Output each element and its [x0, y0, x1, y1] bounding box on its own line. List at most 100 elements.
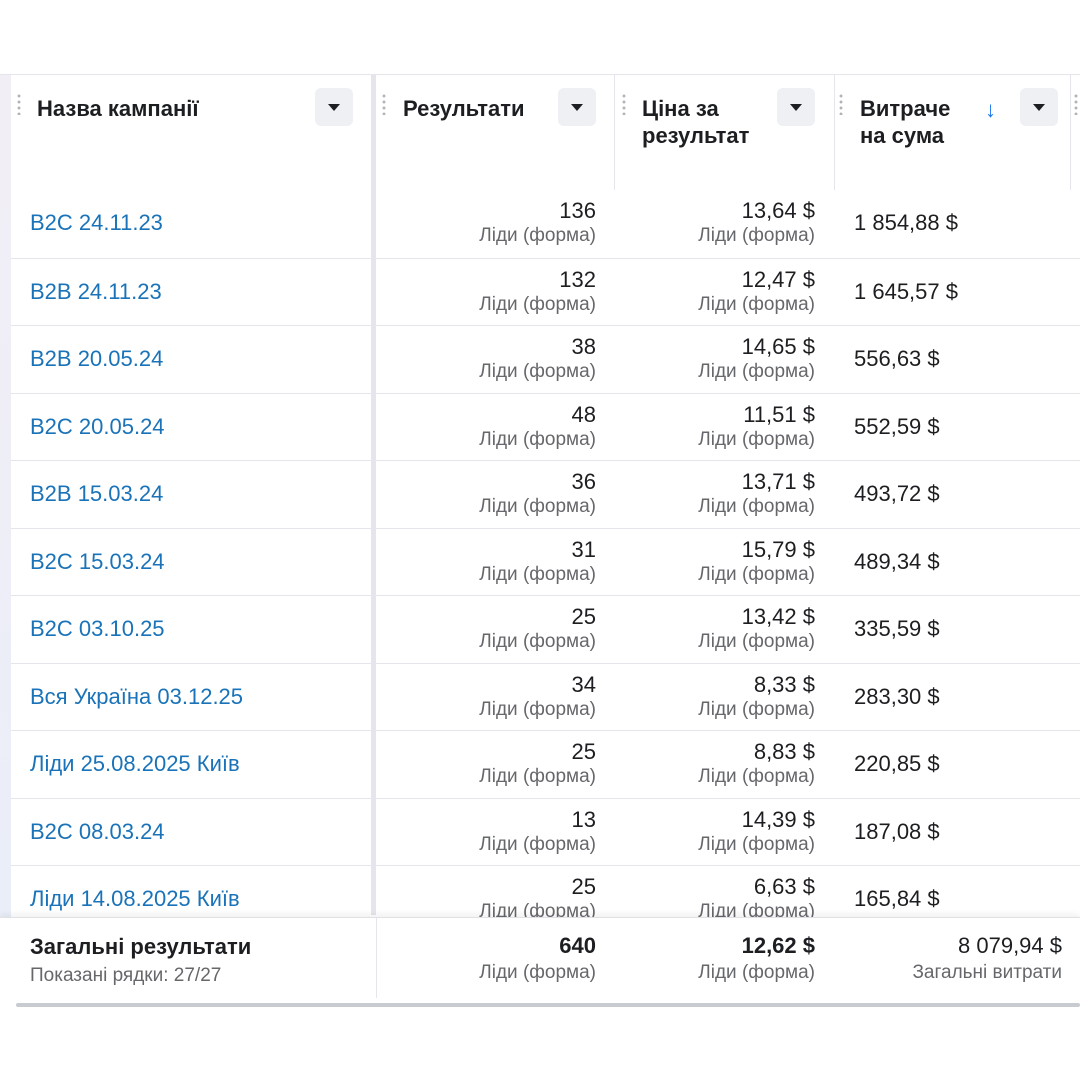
- cost-per-result-value: 6,63 $: [753, 874, 815, 899]
- total-cost-per-result-value: 12,62 $: [741, 933, 815, 958]
- cost-per-result-type: Ліди (форма): [698, 293, 815, 315]
- results-type: Ліди (форма): [479, 496, 596, 517]
- cost-per-result-cell: 13,71 $ Ліди (форма): [611, 469, 815, 519]
- header-divider: [1070, 75, 1071, 190]
- sort-dropdown-icon[interactable]: [315, 88, 353, 126]
- header-results[interactable]: Результати: [376, 75, 614, 190]
- column-drag-handle-icon[interactable]: [17, 93, 21, 115]
- results-value: 38: [571, 334, 596, 359]
- header-amount-spent-label: Витраче на сума: [860, 95, 950, 149]
- results-cell: 31 Ліди (форма): [391, 537, 596, 587]
- amount-spent-value: 165,84 $: [854, 886, 940, 911]
- results-cell: 48 Ліди (форма): [391, 402, 596, 452]
- campaign-name-link[interactable]: Ліди 25.08.2025 Київ: [30, 751, 240, 776]
- table-row[interactable]: B2B 20.05.24 38 Ліди (форма) 14,65 $ Лід…: [11, 325, 1080, 394]
- cost-per-result-value: 12,47 $: [741, 266, 815, 292]
- campaign-name-link[interactable]: Ліди 14.08.2025 Київ: [30, 886, 240, 911]
- results-value: 48: [571, 401, 596, 427]
- table-row[interactable]: Ліди 14.08.2025 Київ 25 Ліди (форма) 6,6…: [11, 865, 1080, 917]
- cost-per-result-value: 13,64 $: [741, 198, 815, 223]
- cost-per-result-value: 14,39 $: [741, 806, 815, 832]
- results-value: 25: [571, 604, 596, 629]
- cost-per-result-type: Ліди (форма): [698, 563, 815, 585]
- results-cell: 34 Ліди (форма): [391, 672, 596, 722]
- cost-per-result-type: Ліди (форма): [698, 766, 815, 787]
- table-body: B2C 24.11.23 136 Ліди (форма) 13,64 $ Лі…: [0, 190, 1080, 917]
- table-row[interactable]: B2C 15.03.24 31 Ліди (форма) 15,79 $ Лід…: [11, 527, 1080, 597]
- cost-per-result-value: 13,42 $: [741, 604, 815, 629]
- cost-per-result-type: Ліди (форма): [698, 631, 815, 652]
- totals-row: Загальні результати Показані рядки: 27/2…: [0, 917, 1080, 1007]
- header-cpr-line2: результат: [642, 123, 750, 148]
- cost-per-result-value: 14,65 $: [741, 334, 815, 359]
- cost-per-result-cell: 15,79 $ Ліди (форма): [611, 537, 815, 587]
- cost-per-result-value: 8,83 $: [753, 739, 815, 764]
- results-cell: 36 Ліди (форма): [391, 469, 596, 519]
- cost-per-result-value: 15,79 $: [741, 536, 815, 562]
- campaign-name-link[interactable]: B2C 03.10.25: [30, 616, 165, 641]
- table-row[interactable]: B2C 20.05.24 48 Ліди (форма) 11,51 $ Лід…: [11, 392, 1080, 462]
- campaign-name-link[interactable]: B2C 15.03.24: [30, 548, 165, 574]
- campaign-name-link[interactable]: B2B 24.11.23: [30, 278, 162, 304]
- table-row[interactable]: B2C 24.11.23 136 Ліди (форма) 13,64 $ Лі…: [11, 190, 1080, 258]
- cost-per-result-cell: 14,39 $ Ліди (форма): [611, 807, 815, 857]
- table-row[interactable]: B2B 24.11.23 132 Ліди (форма) 12,47 $ Лі…: [11, 257, 1080, 327]
- results-cell: 25 Ліди (форма): [391, 739, 596, 789]
- cost-per-result-type: Ліди (форма): [698, 698, 815, 720]
- column-drag-handle-icon[interactable]: [622, 93, 626, 115]
- column-drag-handle-icon[interactable]: [1074, 93, 1078, 115]
- sort-descending-arrow-icon[interactable]: ↓: [985, 97, 996, 122]
- table-row[interactable]: B2C 08.03.24 13 Ліди (форма) 14,39 $ Лід…: [11, 797, 1080, 867]
- results-type: Ліди (форма): [479, 901, 596, 917]
- amount-spent-value: 283,30 $: [854, 683, 940, 709]
- table-row[interactable]: B2C 03.10.25 25 Ліди (форма) 13,42 $ Лід…: [11, 595, 1080, 664]
- campaign-name-link[interactable]: B2C 24.11.23: [30, 210, 163, 235]
- results-value: 34: [571, 671, 596, 697]
- sort-dropdown-icon[interactable]: [558, 88, 596, 126]
- column-drag-handle-icon[interactable]: [839, 93, 843, 115]
- frozen-column-divider[interactable]: [371, 75, 376, 915]
- total-results-type: Ліди (форма): [479, 962, 596, 983]
- amount-spent-value: 556,63 $: [854, 346, 940, 371]
- header-cost-per-result[interactable]: Ціна за результат: [615, 75, 834, 190]
- results-cell: 38 Ліди (форма): [391, 334, 596, 384]
- results-type: Ліди (форма): [479, 631, 596, 652]
- campaign-name-link[interactable]: Вся Україна 03.12.25: [30, 683, 244, 709]
- campaign-name-link[interactable]: B2B 20.05.24: [30, 346, 164, 371]
- column-drag-handle-icon[interactable]: [382, 93, 386, 115]
- campaign-name-link[interactable]: B2C 08.03.24: [30, 818, 165, 844]
- header-campaign-name-label: Назва кампанії: [37, 96, 199, 121]
- results-value: 25: [571, 739, 596, 764]
- table-row[interactable]: Ліди 25.08.2025 Київ 25 Ліди (форма) 8,8…: [11, 730, 1080, 799]
- table-row[interactable]: Вся Україна 03.12.25 34 Ліди (форма) 8,3…: [11, 662, 1080, 732]
- total-results-cell: 640 Ліди (форма): [391, 932, 596, 986]
- amount-spent-value: 489,34 $: [854, 548, 940, 574]
- header-spend-line2: на сума: [860, 123, 945, 148]
- totals-title: Загальні результати: [30, 934, 252, 959]
- cost-per-result-type: Ліди (форма): [698, 428, 815, 450]
- results-type: Ліди (форма): [479, 698, 596, 720]
- cost-per-result-value: 11,51 $: [743, 401, 815, 427]
- sort-dropdown-icon[interactable]: [777, 88, 815, 126]
- header-campaign-name[interactable]: Назва кампанії: [11, 75, 371, 190]
- sort-dropdown-icon[interactable]: [1020, 88, 1058, 126]
- cost-per-result-cell: 11,51 $ Ліди (форма): [611, 402, 815, 452]
- results-type: Ліди (форма): [479, 293, 596, 315]
- total-spend-type: Загальні витрати: [912, 962, 1062, 983]
- campaign-name-link[interactable]: B2C 20.05.24: [30, 413, 165, 439]
- cost-per-result-cell: 8,83 $ Ліди (форма): [611, 739, 815, 789]
- cost-per-result-type: Ліди (форма): [698, 225, 815, 246]
- cost-per-result-value: 8,33 $: [753, 671, 815, 697]
- results-value: 25: [571, 874, 596, 899]
- amount-spent-value: 493,72 $: [854, 481, 940, 506]
- results-value: 132: [559, 266, 596, 292]
- table-row[interactable]: B2B 15.03.24 36 Ліди (форма) 13,71 $ Лід…: [11, 460, 1080, 529]
- header-spend-line1: Витраче: [860, 96, 951, 121]
- header-cost-per-result-label: Ціна за результат: [642, 95, 749, 149]
- campaign-name-link[interactable]: B2B 15.03.24: [30, 481, 164, 506]
- header-divider: [614, 75, 615, 190]
- cost-per-result-cell: 6,63 $ Ліди (форма): [611, 874, 815, 917]
- horizontal-scrollbar[interactable]: [16, 1003, 1080, 1007]
- header-amount-spent[interactable]: Витраче на сума ↓: [835, 75, 1070, 190]
- cost-per-result-type: Ліди (форма): [698, 833, 815, 855]
